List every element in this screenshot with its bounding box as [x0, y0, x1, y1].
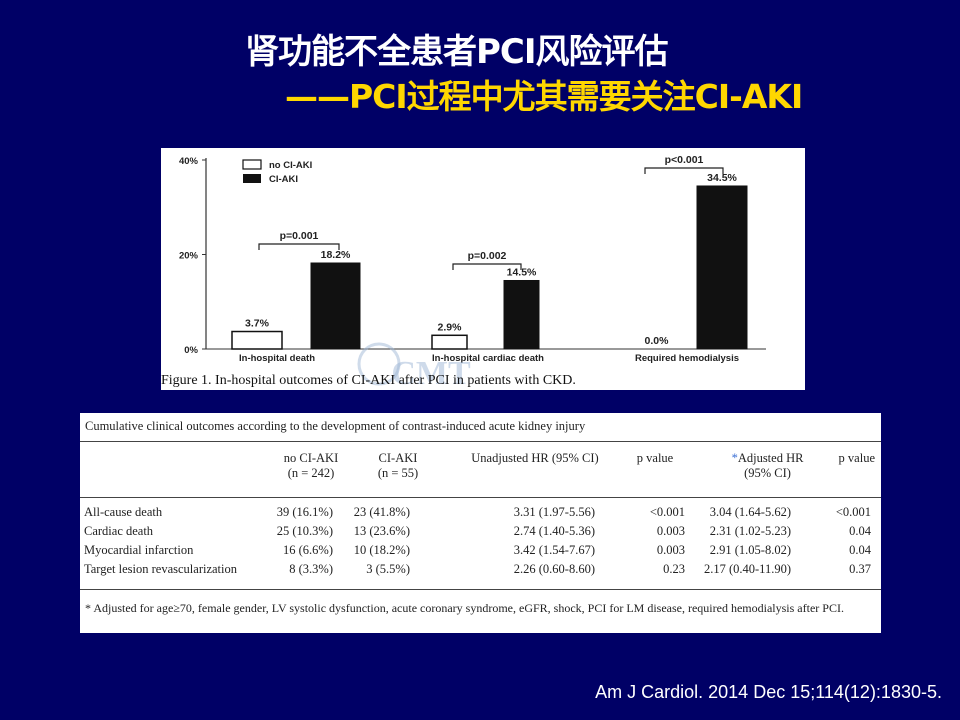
- table-cell: 0.37: [849, 562, 871, 576]
- legend-swatch-no-ci-aki: [242, 159, 262, 170]
- table-cell: 8 (3.3%): [289, 562, 333, 576]
- table-cell: 2.31 (1.02-5.23): [709, 524, 791, 538]
- table-cell: 0.04: [849, 543, 871, 557]
- table-cell: 25 (10.3%): [276, 524, 333, 538]
- x-tick-label: In-hospital cardiac death: [432, 353, 544, 364]
- figure-caption: Figure 1. In-hospital outcomes of CI-AKI…: [161, 373, 576, 388]
- table-cell: 3 (5.5%): [366, 562, 410, 576]
- data-label: 2.9%: [438, 321, 463, 333]
- table-rule-bottom: [80, 589, 881, 590]
- p-value-bracket: [452, 263, 522, 270]
- p-value-bracket: [644, 167, 724, 174]
- table-cell: 10 (18.2%): [353, 543, 410, 557]
- slide-title: 肾功能不全患者PCI风险评估: [245, 32, 669, 72]
- citation: Am J Cardiol. 2014 Dec 15;114(12):1830-5…: [595, 682, 942, 702]
- data-label: 3.7%: [245, 318, 270, 330]
- row-label: All-cause death: [84, 505, 163, 519]
- p-value-label: p=0.001: [280, 230, 319, 242]
- y-tick-label: 0%: [184, 345, 198, 356]
- table-cell: 23 (41.8%): [353, 505, 410, 519]
- x-tick-label: In-hospital death: [239, 353, 315, 364]
- slide-subtitle: ——PCI过程中尤其需要关注CI-AKI: [285, 77, 803, 116]
- header-adjusted-hr: *Adjusted HR (95% CI): [731, 451, 804, 480]
- bar: [696, 185, 748, 350]
- watermark: CMT: [391, 355, 471, 390]
- p-value-label: p=0.002: [468, 250, 507, 262]
- p-value-bracket: [258, 243, 340, 250]
- data-label: 34.5%: [707, 172, 737, 184]
- table-caption: Cumulative clinical outcomes according t…: [85, 419, 586, 433]
- outcomes-table: Cumulative clinical outcomes according t…: [80, 413, 881, 633]
- table-cell: 13 (23.6%): [353, 524, 410, 538]
- table-rule-top: [80, 441, 881, 442]
- row-label: Myocardial infarction: [84, 543, 194, 557]
- table-cell: 0.003: [656, 543, 685, 557]
- watermark-globe-icon: [357, 342, 401, 386]
- header-p-value: p value: [636, 451, 674, 465]
- table-cell: 39 (16.1%): [276, 505, 333, 519]
- table-cell: 0.23: [663, 562, 685, 576]
- table-footnote: * Adjusted for age≥70, female gender, LV…: [85, 601, 844, 615]
- y-tick-label: 20%: [179, 251, 199, 262]
- bar: [503, 279, 540, 350]
- legend-label: no CI-AKI: [269, 160, 312, 171]
- table-cell: <0.001: [649, 505, 685, 519]
- bar-chart-figure: 40% 20% 0% 3.7% 18.2% In-hospital death 2.9% 14…: [161, 148, 805, 390]
- p-value-label: p<0.001: [665, 154, 704, 166]
- y-tick-label: 40%: [179, 156, 199, 167]
- table-cell: 0.003: [656, 524, 685, 538]
- bar: [231, 330, 283, 350]
- table-rule-header: [80, 497, 881, 498]
- table-cell: 3.31 (1.97-5.56): [513, 505, 595, 519]
- legend-swatch-ci-aki: [243, 174, 261, 183]
- data-label: 14.5%: [507, 266, 537, 278]
- legend-label: CI-AKI: [269, 174, 298, 185]
- bar: [431, 334, 468, 350]
- header-unadjusted-hr: Unadjusted HR (95% CI): [471, 451, 599, 465]
- bar-chart: 40% 20% 0% 3.7% 18.2% In-hospital death 2.9% 14…: [161, 154, 766, 390]
- header-no-ci-aki: no CI-AKI (n = 242): [283, 451, 339, 480]
- data-label: 0.0%: [645, 335, 670, 347]
- x-tick-label: Required hemodialysis: [635, 353, 739, 364]
- table-cell: 2.26 (0.60-8.60): [513, 562, 595, 576]
- row-label: Target lesion revascularization: [84, 562, 237, 576]
- table-cell: 2.74 (1.40-5.36): [513, 524, 595, 538]
- table-cell: 16 (6.6%): [283, 543, 333, 557]
- table-cell: 0.04: [849, 524, 871, 538]
- row-label: Cardiac death: [84, 524, 154, 538]
- table-cell: 2.17 (0.40-11.90): [703, 562, 791, 576]
- table-cell: 2.91 (1.05-8.02): [709, 543, 791, 557]
- header-adjusted-p-value: p value: [838, 451, 875, 465]
- data-label: 18.2%: [321, 249, 351, 261]
- bar: [310, 262, 361, 350]
- header-ci-aki: CI-AKI (n = 55): [377, 451, 419, 480]
- table-cell: 3.04 (1.64-5.62): [709, 505, 791, 519]
- table-cell: 3.42 (1.54-7.67): [513, 543, 595, 557]
- table-cell: <0.001: [835, 505, 871, 519]
